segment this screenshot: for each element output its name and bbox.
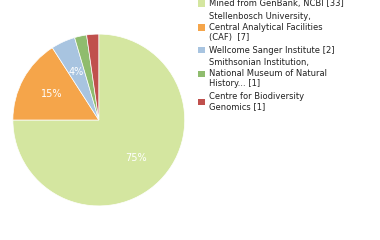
Text: 15%: 15%: [41, 90, 63, 99]
Wedge shape: [87, 34, 99, 120]
Wedge shape: [13, 48, 99, 120]
Wedge shape: [52, 38, 99, 120]
Wedge shape: [74, 35, 99, 120]
Legend: Mined from GenBank, NCBI [33], Stellenbosch University,
Central Analytical Facil: Mined from GenBank, NCBI [33], Stellenbo…: [198, 0, 344, 111]
Text: 4%: 4%: [69, 66, 84, 77]
Text: 75%: 75%: [126, 153, 147, 163]
Wedge shape: [13, 34, 185, 206]
